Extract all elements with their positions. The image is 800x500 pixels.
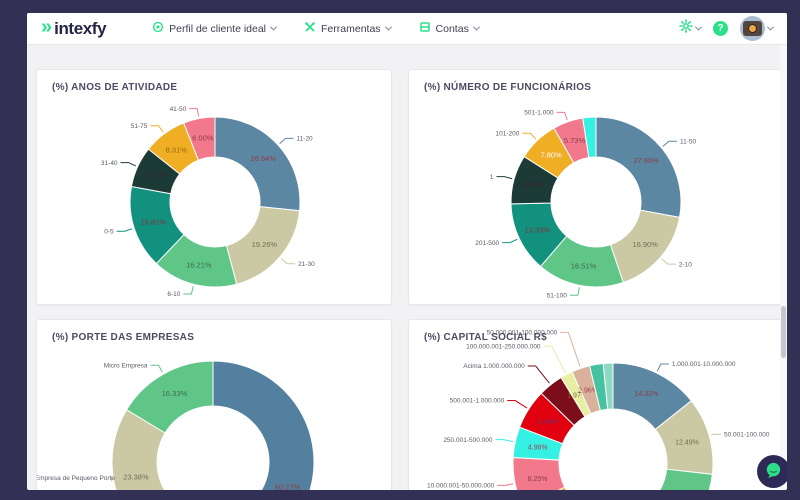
chevron-down-icon	[384, 23, 392, 31]
svg-text:8.25%: 8.25%	[528, 476, 548, 483]
main-menu: Perfil de cliente ideal Ferramentas Cont…	[152, 21, 480, 36]
svg-text:16.33%: 16.33%	[162, 389, 188, 398]
chat-bubble-icon	[763, 460, 784, 484]
svg-text:100.000.001-250.000.000: 100.000.001-250.000.000	[466, 343, 541, 350]
navbar-right: ?	[679, 16, 775, 41]
svg-text:6.00%: 6.00%	[192, 134, 214, 143]
chart-card-capital-social: (%) CAPITAL SOCIAL R$ 14.32% 1.000.001-10…	[408, 319, 782, 490]
svg-text:9.33%: 9.33%	[523, 180, 545, 189]
menu-item-perfil-de-cliente-ideal[interactable]: Perfil de cliente ideal	[152, 21, 278, 36]
svg-text:16.90%: 16.90%	[632, 240, 658, 249]
donut-chart-capital-social[interactable]: 14.32% 1.000.001-10.000.000 12.49% 50.001-1…	[409, 320, 781, 490]
svg-text:5.73%: 5.73%	[564, 136, 586, 145]
svg-text:16.51%: 16.51%	[571, 261, 597, 270]
chevron-down-icon	[694, 23, 703, 31]
accounts-icon	[419, 21, 431, 36]
svg-text:31-40: 31-40	[101, 160, 118, 167]
svg-text:23.38%: 23.38%	[123, 472, 149, 481]
svg-text:250.001-500.000: 250.001-500.000	[443, 437, 493, 444]
logo-text: intexfy	[54, 18, 107, 38]
menu-label: Perfil de cliente ideal	[169, 22, 267, 35]
svg-text:27.90%: 27.90%	[633, 156, 659, 165]
chart-card-numero-de-funcionarios: (%) NÚMERO DE FUNCIONÁRIOS 27.90% 11-50 16…	[408, 69, 782, 305]
menu-item-contas[interactable]: Contas	[419, 21, 480, 36]
chart-title: (%) CAPITAL SOCIAL R$	[424, 332, 547, 343]
chevron-down-icon	[766, 23, 775, 31]
svg-text:50.001-100.000: 50.001-100.000	[724, 432, 770, 439]
donut-chart-anos-de-atividade[interactable]: 26.64% 11-20 19.26% 21-30 16.21% 6-10 15.81% 0-…	[37, 70, 391, 304]
svg-text:Micro Empresa: Micro Empresa	[104, 362, 148, 369]
svg-text:51-100: 51-100	[547, 292, 568, 299]
svg-text:Empresa de Pequeno Porte: Empresa de Pequeno Porte	[36, 475, 115, 482]
chart-card-porte-das-empresas: (%) PORTE DAS EMPRESAS 60.27%Demais23.38…	[36, 319, 392, 490]
user-menu[interactable]	[740, 16, 775, 41]
svg-text:12.49%: 12.49%	[675, 439, 699, 446]
svg-text:Acima 1.000.000.000: Acima 1.000.000.000	[463, 363, 525, 370]
navbar: » intexfy Perfil de cliente ideal Ferram…	[27, 13, 787, 45]
app-window: » intexfy Perfil de cliente ideal Ferram…	[27, 13, 787, 490]
chevron-down-icon	[269, 23, 278, 31]
svg-text:8.31%: 8.31%	[166, 145, 188, 154]
svg-text:1.000.001-10.000.000: 1.000.001-10.000.000	[672, 361, 736, 368]
svg-text:26.64%: 26.64%	[251, 154, 277, 163]
gear-icon	[679, 19, 693, 38]
svg-text:15.81%: 15.81%	[140, 218, 166, 227]
svg-text:51-75: 51-75	[131, 123, 148, 130]
svg-text:41-50: 41-50	[170, 106, 187, 113]
svg-text:101-200: 101-200	[496, 130, 520, 137]
chart-title: (%) NÚMERO DE FUNCIONÁRIOS	[424, 82, 592, 93]
svg-text:201-500: 201-500	[475, 240, 499, 247]
svg-text:7.80%: 7.80%	[540, 150, 562, 159]
svg-text:1: 1	[490, 174, 494, 181]
svg-text:501-1.000: 501-1.000	[524, 110, 554, 117]
help-icon: ?	[713, 21, 728, 36]
tools-icon	[304, 21, 316, 36]
svg-text:11-50: 11-50	[680, 138, 697, 145]
avatar-camera-lens	[748, 24, 757, 33]
scrollbar-track	[780, 45, 787, 490]
svg-text:11-20: 11-20	[297, 136, 314, 143]
svg-text:7.77%: 7.77%	[145, 171, 167, 180]
chart-card-anos-de-atividade: (%) ANOS DE ATIVIDADE 26.64% 11-20 19.26% 2…	[36, 69, 392, 305]
svg-text:50.000.001-100.000.000: 50.000.001-100.000.000	[487, 330, 558, 337]
menu-label: Contas	[435, 22, 469, 35]
user-avatar	[740, 16, 765, 41]
svg-text:60.27%: 60.27%	[275, 482, 301, 490]
chat-widget-button[interactable]	[757, 455, 787, 488]
donut-chart-porte-das-empresas[interactable]: 60.27%Demais23.38%Empresa de Pequeno Por…	[37, 320, 391, 490]
help-button[interactable]: ?	[713, 21, 728, 36]
svg-text:0-5: 0-5	[104, 228, 114, 235]
logo[interactable]: » intexfy	[41, 16, 107, 39]
menu-item-ferramentas[interactable]: Ferramentas	[304, 21, 392, 36]
scrollbar-thumb[interactable]	[781, 306, 786, 358]
svg-text:14.32%: 14.32%	[635, 391, 659, 398]
svg-text:6-10: 6-10	[167, 291, 180, 298]
svg-text:19.26%: 19.26%	[252, 240, 278, 249]
svg-text:21-30: 21-30	[298, 261, 315, 268]
svg-text:1.97%: 1.97%	[567, 392, 587, 399]
svg-text:16.21%: 16.21%	[186, 260, 212, 269]
chart-title: (%) PORTE DAS EMPRESAS	[52, 332, 195, 343]
chart-title: (%) ANOS DE ATIVIDADE	[52, 82, 178, 93]
svg-text:10.000.001-50.000.000: 10.000.001-50.000.000	[427, 483, 495, 490]
svg-text:4.96%: 4.96%	[528, 444, 548, 451]
svg-text:2.96%: 2.96%	[578, 388, 598, 395]
menu-label: Ferramentas	[321, 22, 381, 35]
donut-chart-numero-de-funcionarios[interactable]: 27.90% 11-50 16.90% 2-10 16.51% 51-100 13.33% 2…	[409, 70, 781, 304]
chevron-down-icon	[472, 23, 480, 31]
svg-text:500.001-1.000.000: 500.001-1.000.000	[450, 398, 505, 405]
svg-text:2-10: 2-10	[679, 261, 692, 268]
target-icon	[152, 21, 164, 36]
logo-chevrons-icon: »	[41, 16, 53, 38]
svg-text:6.44%: 6.44%	[538, 419, 558, 426]
svg-text:13.33%: 13.33%	[525, 225, 551, 234]
settings-button[interactable]	[679, 19, 703, 38]
dashboard-content: (%) ANOS DE ATIVIDADE 26.64% 11-20 19.26% 2…	[27, 45, 787, 490]
